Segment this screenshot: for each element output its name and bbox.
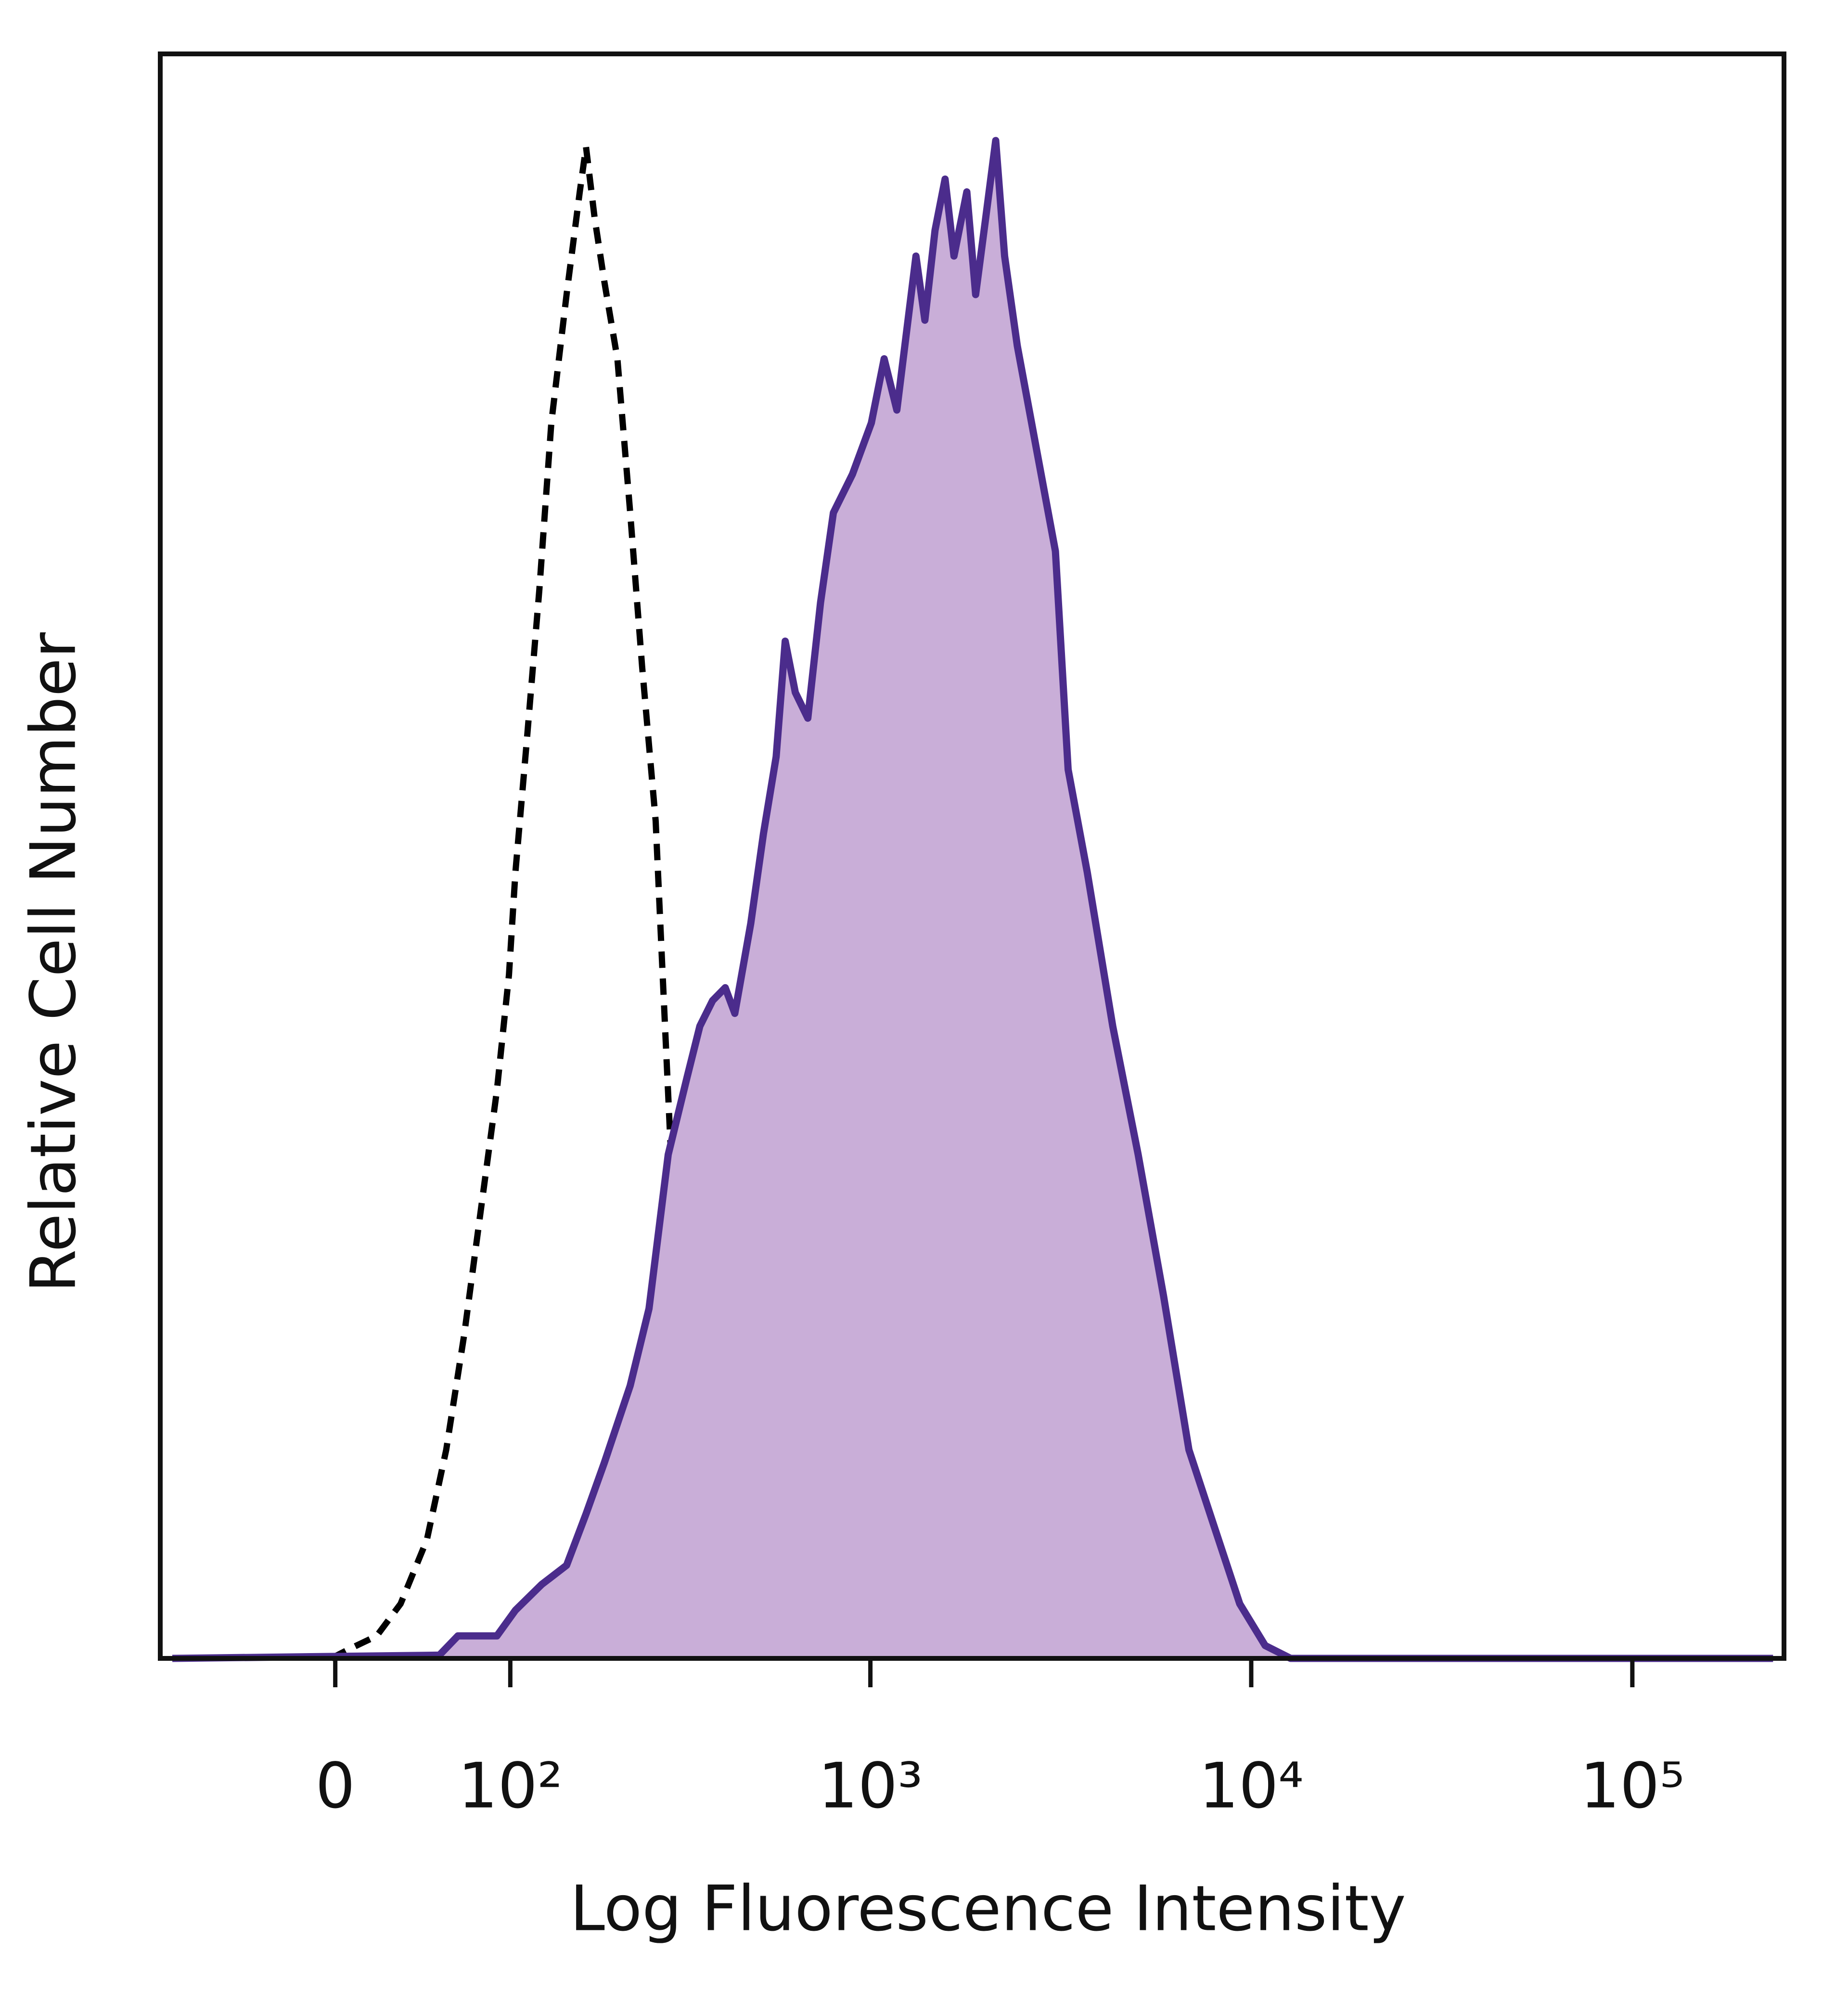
area <box>172 141 1773 1658</box>
x-tick-label: 10² <box>458 1749 563 1822</box>
x-tick-label: 10⁵ <box>1580 1749 1685 1822</box>
x-axis-title: Log Fluorescence Intensity <box>570 1872 1406 1945</box>
histogram-line <box>172 137 1773 1662</box>
y-axis-title: Relative Cell Number <box>17 632 90 1293</box>
x-tick-label: 10⁴ <box>1199 1749 1304 1822</box>
plot-frame <box>158 51 1786 1661</box>
x-tick-label: 0 <box>315 1749 355 1822</box>
x-tick-label: 10³ <box>818 1749 923 1822</box>
